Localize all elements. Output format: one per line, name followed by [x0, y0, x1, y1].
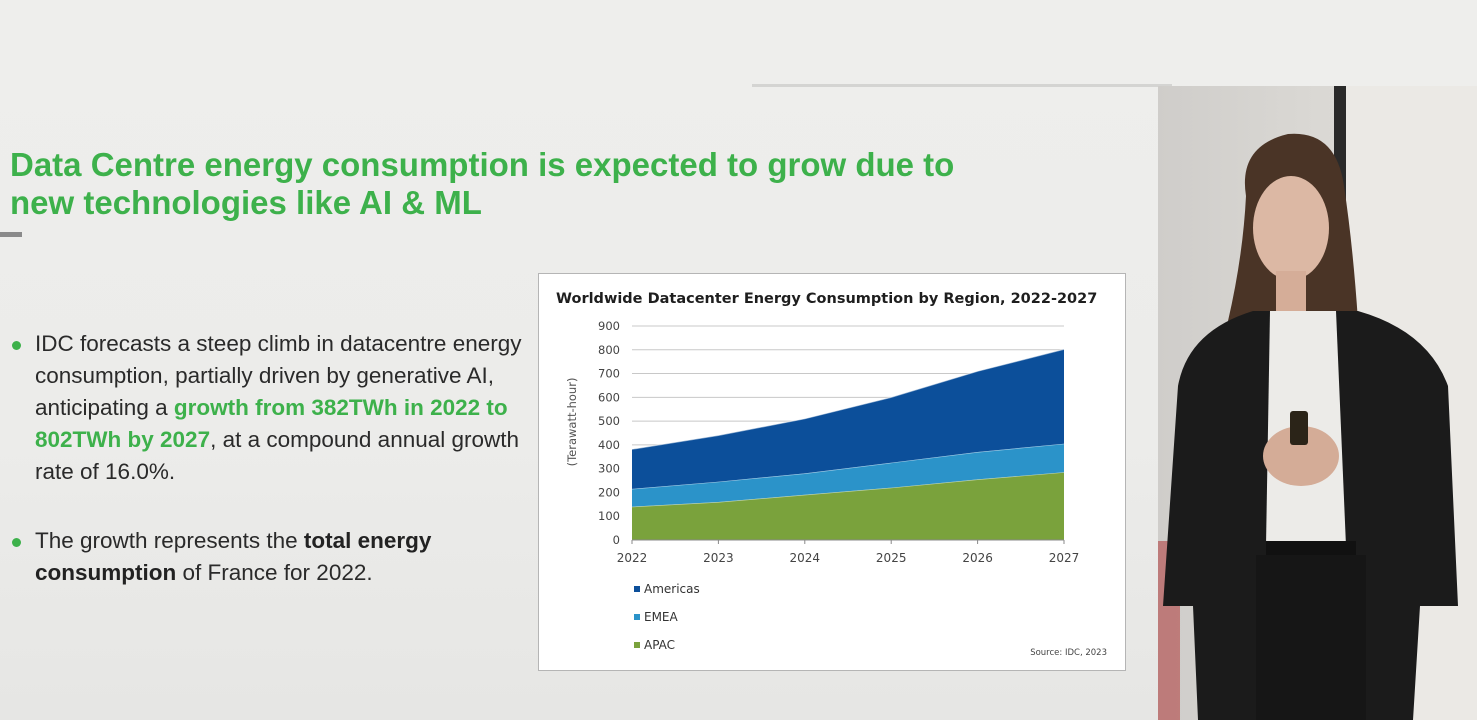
legend-swatch-americas: [634, 586, 640, 592]
bullet-1-highlight: growth from 382TWh in 2022 to 802TWh by …: [35, 395, 508, 452]
chart-panel: Worldwide Datacenter Energy Consumption …: [538, 273, 1126, 671]
legend-label-americas: Americas: [644, 582, 700, 596]
y-tick-label: 200: [598, 485, 620, 499]
y-axis-label: (Terawatt-hour): [565, 378, 579, 467]
y-tick-label: 100: [598, 509, 620, 523]
y-tick-label: 700: [598, 367, 620, 381]
area-series-apac: [632, 472, 1064, 540]
y-tick-label: 300: [598, 462, 620, 476]
speaker-figure: [1158, 86, 1477, 720]
x-tick-label: 2027: [1049, 551, 1080, 565]
legend-swatch-apac: [634, 642, 640, 648]
bullet-dot-icon: [12, 538, 21, 547]
series-edge-americas: [631, 348, 1065, 450]
speaker-video: [1158, 86, 1477, 720]
y-tick-label: 800: [598, 343, 620, 357]
title-underline: [0, 232, 22, 237]
bullet-2-text-2: of France for 2022.: [176, 560, 373, 585]
legend-label-apac: APAC: [644, 638, 675, 652]
y-tick-label: 600: [598, 390, 620, 404]
x-tick-label: 2024: [790, 551, 821, 565]
slide-top-rule: [752, 84, 1172, 87]
x-tick-label: 2025: [876, 551, 907, 565]
y-tick-label: 0: [613, 533, 620, 547]
bullet-dot-icon: [12, 341, 21, 350]
bullet-1-text-1: IDC forecasts a steep climb in datacentr…: [35, 331, 522, 420]
y-tick-label: 500: [598, 414, 620, 428]
y-tick-label: 900: [598, 319, 620, 333]
bullet-france-comparison: The growth represents the total energy c…: [12, 525, 505, 589]
chart-source: Source: IDC, 2023: [1030, 648, 1107, 658]
area-series-emea: [632, 443, 1064, 507]
chart-svg: Worldwide Datacenter Energy Consumption …: [556, 291, 1107, 658]
y-tick-label: 400: [598, 438, 620, 452]
legend-swatch-emea: [634, 614, 640, 620]
chart-title: Worldwide Datacenter Energy Consumption …: [556, 291, 1097, 307]
area-series-americas: [632, 349, 1064, 489]
bullet-2-text-1: The growth represents the: [35, 528, 304, 553]
x-tick-label: 2023: [703, 551, 734, 565]
bullet-2-bold: total energy consumption: [35, 528, 432, 585]
legend-label-emea: EMEA: [644, 610, 679, 624]
bullet-idc-forecast: IDC forecasts a steep climb in datacentr…: [12, 328, 535, 488]
x-tick-label: 2022: [617, 551, 648, 565]
slide-title: Data Centre energy consumption is expect…: [10, 146, 955, 221]
bullet-1-text-2: , at a compound annual growth rate of 16…: [35, 427, 520, 484]
x-tick-label: 2026: [962, 551, 993, 565]
